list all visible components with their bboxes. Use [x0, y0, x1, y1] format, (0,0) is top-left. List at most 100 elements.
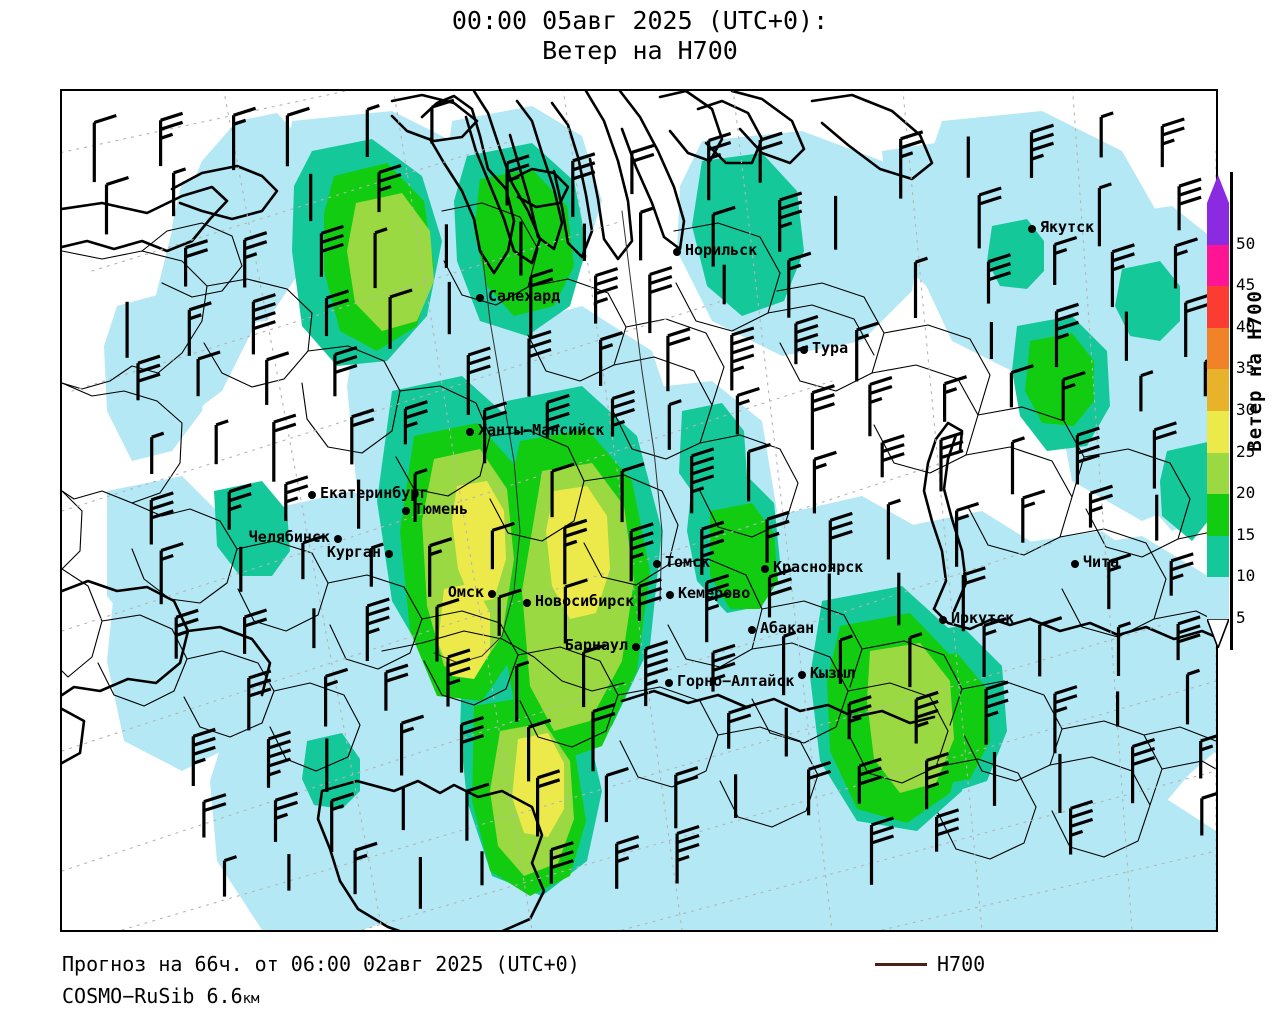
wind-barb [838, 634, 853, 684]
wind-barb [515, 660, 530, 722]
wind-barb [330, 792, 355, 852]
legend-h700: H700 [875, 952, 985, 976]
wind-barb [1009, 364, 1034, 408]
city-dot-icon [334, 535, 342, 543]
wind-barb [529, 268, 554, 337]
wind-barb [377, 163, 402, 213]
footer-model-text: COSMO−RuSib 6.6км [62, 984, 259, 1008]
wind-barb [598, 331, 624, 386]
colorbar-tick-label: 5 [1236, 608, 1246, 627]
wind-barb [365, 103, 380, 157]
city-label: Томск [665, 553, 711, 571]
wind-barb [610, 389, 635, 437]
city-label: Иркутск [951, 609, 1015, 627]
colorbar-band [1207, 577, 1229, 621]
wind-barb [1152, 421, 1177, 489]
wind-barb [700, 520, 725, 575]
city-dot-icon [466, 428, 474, 436]
wind-barb [373, 227, 388, 289]
wind-barb [527, 718, 552, 782]
wind-barb [855, 321, 880, 382]
model-resolution-unit: км [242, 991, 260, 1007]
city-dot-icon [488, 590, 496, 598]
city-dot-icon [385, 550, 393, 558]
wind-barb [711, 643, 736, 692]
city-dot-icon [476, 294, 484, 302]
wind-barb [986, 253, 1011, 304]
wind-barb [674, 766, 699, 829]
wind-barb [644, 640, 669, 707]
wind-barb [333, 345, 358, 397]
wind-barb [174, 608, 199, 659]
colorbar-tick-label: 25 [1236, 441, 1256, 461]
city-dot-icon [666, 591, 674, 599]
city-label: Тура [812, 339, 849, 357]
wind-barb [675, 824, 700, 884]
title-datetime: 00:00 05авг 2025 (UTC+0): [451, 6, 829, 35]
city-label: Екатеринбург [320, 484, 429, 502]
wind-barb [324, 289, 349, 337]
colorbar-band [1207, 244, 1229, 288]
wind-barb [1169, 552, 1194, 596]
city-dot-icon [1071, 560, 1079, 568]
city-label: Кемерово [678, 584, 751, 602]
wind-barb [899, 130, 924, 199]
wind-barb [913, 256, 929, 318]
map-frame[interactable]: Якутск Норильск Салехард Тура Ханты−Мансийск… [60, 89, 1218, 932]
wind-barb [490, 521, 515, 570]
wind-barb [1173, 237, 1198, 289]
wind-barb [183, 239, 209, 287]
colorbar-tick-label: 35 [1236, 358, 1256, 378]
wind-barb [545, 393, 570, 438]
wind-barb [1068, 799, 1094, 855]
colorbar-band [1207, 327, 1229, 371]
wind-barb [1107, 553, 1132, 610]
city-dot-icon [798, 671, 806, 679]
wind-barb [92, 113, 117, 183]
wind-barb [781, 630, 797, 696]
wind-barb [265, 351, 290, 405]
wind-barb [1130, 737, 1156, 804]
city-dot-icon [632, 643, 640, 651]
wind-barb [727, 704, 752, 749]
wind-barb [536, 769, 561, 837]
wind-barb-layer [92, 98, 1216, 909]
colorbar-tick-label: 50 [1236, 233, 1256, 253]
colorbar-band [1207, 535, 1229, 579]
wind-barb [1038, 616, 1063, 677]
wind-barb [435, 597, 460, 662]
city-label: Абакан [760, 619, 815, 637]
national-border-layer [62, 421, 1216, 930]
wind-barb [149, 491, 174, 545]
wind-barb [350, 408, 375, 465]
wind-barb [630, 143, 655, 195]
colorbar-axis-line [1230, 172, 1233, 650]
wind-barb [924, 751, 950, 810]
wind-barb [465, 782, 490, 841]
wind-barb [591, 702, 616, 772]
wind-barb [977, 186, 1002, 249]
wind-barb [1160, 117, 1185, 168]
wind-barb [150, 431, 165, 474]
wind-barb [730, 326, 755, 391]
wind-barb [527, 329, 552, 397]
wind-barb [1116, 621, 1132, 676]
legend-line-label: H700 [937, 952, 986, 976]
city-dot-icon [673, 248, 681, 256]
wind-barb [191, 727, 216, 786]
wind-barb [571, 152, 596, 217]
wind-barb [1200, 792, 1216, 836]
colorbar-tick-label: 40 [1236, 316, 1256, 336]
wind-barb [400, 714, 425, 776]
wind-barb [413, 468, 428, 522]
wind-barb [620, 462, 645, 523]
wind-barb [637, 577, 662, 621]
wind-barb [430, 98, 455, 144]
wind-barb [1099, 111, 1114, 158]
wind-barb [1010, 436, 1026, 495]
wind-barb [1054, 302, 1079, 368]
wind-barb [666, 327, 691, 392]
wind-barb [563, 578, 588, 644]
city-label: Салехард [488, 287, 561, 305]
wind-barb [828, 511, 853, 572]
